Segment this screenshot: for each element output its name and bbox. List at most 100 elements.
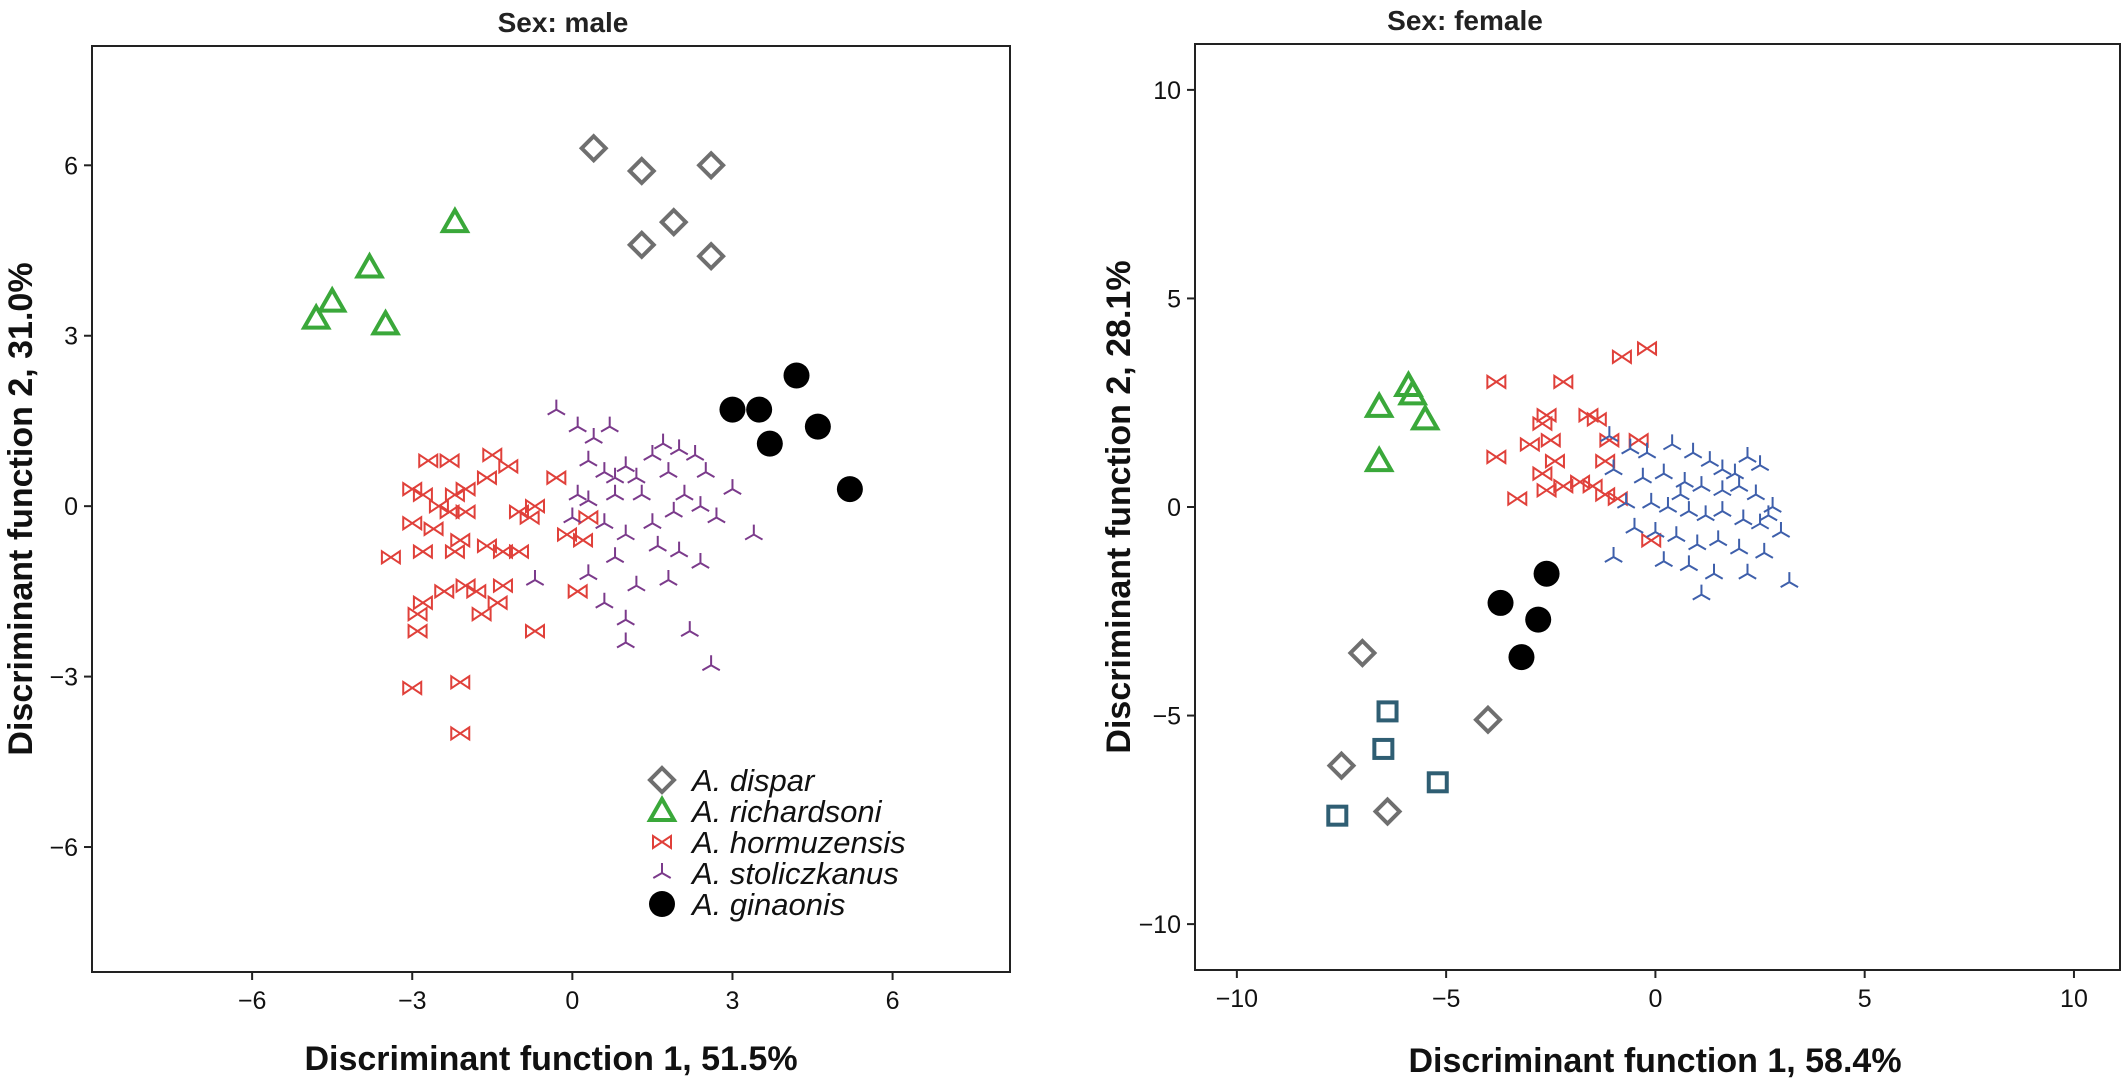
data-point xyxy=(450,725,471,742)
legend-marker xyxy=(646,794,678,822)
data-point xyxy=(412,594,433,611)
data-point xyxy=(1604,459,1623,476)
data-point xyxy=(1667,526,1686,543)
data-point xyxy=(626,156,657,186)
data-point xyxy=(804,413,831,440)
data-point xyxy=(783,362,810,389)
data-point xyxy=(1683,442,1703,459)
data-point xyxy=(1533,560,1560,587)
data-point xyxy=(1544,453,1565,469)
data-point xyxy=(1326,804,1349,827)
data-point xyxy=(691,496,710,513)
data-point xyxy=(1700,451,1720,467)
data-point xyxy=(1675,471,1694,488)
series-tri xyxy=(525,399,764,672)
data-point xyxy=(627,575,646,592)
data-point xyxy=(563,507,582,524)
data-point xyxy=(1646,522,1665,538)
data-point xyxy=(1738,563,1757,580)
data-point xyxy=(1750,513,1770,530)
data-point xyxy=(605,547,625,564)
data-point xyxy=(600,416,619,433)
legend-marker xyxy=(647,765,677,795)
data-point xyxy=(632,484,651,501)
series-triangle xyxy=(300,206,471,336)
tick-group: −6 −3 0 3 6 −6 −3 0 3 6 xyxy=(49,152,899,1015)
data-point xyxy=(1771,522,1791,538)
data-point xyxy=(525,570,545,586)
y-tick-label: 6 xyxy=(64,152,78,180)
data-point xyxy=(707,507,726,524)
data-point xyxy=(1508,644,1535,671)
data-point xyxy=(547,399,566,416)
series-bowtie xyxy=(1486,340,1662,549)
data-point xyxy=(616,632,635,649)
data-point xyxy=(1641,532,1662,549)
data-point xyxy=(1633,467,1653,484)
data-point xyxy=(584,427,603,444)
legend-marker xyxy=(649,891,675,917)
data-point xyxy=(595,462,614,478)
data-point xyxy=(578,133,609,164)
data-point xyxy=(1326,750,1357,781)
data-point xyxy=(1363,445,1395,473)
data-point xyxy=(450,532,471,549)
data-point xyxy=(1599,432,1620,449)
series-square xyxy=(1326,700,1449,827)
series-circle xyxy=(1487,560,1560,671)
data-point xyxy=(1637,340,1658,357)
data-point xyxy=(643,513,662,530)
data-point xyxy=(1532,415,1553,432)
data-point xyxy=(412,543,433,560)
x-axis-title: Discriminant function 1, 51.5% xyxy=(304,1040,797,1078)
data-point xyxy=(1553,373,1574,390)
data-point xyxy=(567,583,588,600)
data-point xyxy=(659,570,678,586)
data-point xyxy=(1750,455,1770,472)
data-point xyxy=(719,396,746,423)
data-point xyxy=(455,577,476,594)
tick-group: −10 −5 0 5 10 −10 −5 0 5 10 xyxy=(1139,77,2088,1013)
data-point xyxy=(1372,737,1395,760)
data-point xyxy=(723,479,742,495)
data-point xyxy=(476,469,497,486)
data-point xyxy=(455,503,476,520)
legend-marker xyxy=(652,863,672,879)
data-point xyxy=(402,481,423,497)
data-points xyxy=(1326,340,1799,827)
data-point xyxy=(1637,442,1657,459)
x-tick-label: 0 xyxy=(565,987,579,1015)
legend-label: A. richardsoni xyxy=(690,794,883,829)
data-point xyxy=(756,430,783,457)
data-point xyxy=(1759,505,1778,522)
y-tick-label: −6 xyxy=(49,834,78,862)
data-point xyxy=(1708,530,1728,547)
data-point xyxy=(701,655,721,672)
data-point xyxy=(1671,484,1690,501)
legend-label: A. hormuzensis xyxy=(690,825,906,860)
data-point xyxy=(1363,390,1395,418)
legend-label: A. ginaonis xyxy=(690,887,845,922)
female-chart-panel: Sex: female −10 −5 0 5 10 −10 −5 0 5 10 Discrimin… xyxy=(1100,5,2121,1080)
data-point xyxy=(498,458,519,475)
data-point xyxy=(1734,509,1753,526)
data-point xyxy=(1738,446,1757,463)
data-point xyxy=(1688,534,1707,551)
data-point xyxy=(1654,551,1673,568)
y-tick-label: −3 xyxy=(49,664,78,692)
data-point xyxy=(648,535,667,552)
data-point xyxy=(508,543,529,560)
data-point xyxy=(1426,771,1449,794)
data-point xyxy=(659,462,678,478)
data-point xyxy=(675,484,694,501)
x-tick-label: 0 xyxy=(1648,985,1662,1013)
chart-title: Sex: female xyxy=(1387,5,1543,36)
data-points xyxy=(300,133,863,742)
data-point xyxy=(696,462,715,478)
data-point xyxy=(653,433,673,450)
x-tick-label: −10 xyxy=(1216,985,1258,1013)
series-triangle xyxy=(1363,370,1441,473)
male-chart-panel: Sex: male −6 −3 0 3 6 −6 −3 0 3 6 Discriminant fu… xyxy=(2,7,1011,1078)
